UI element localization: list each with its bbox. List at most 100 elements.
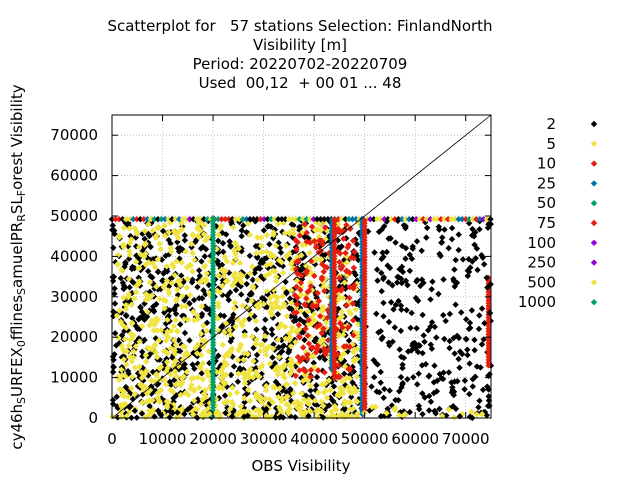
data-point-1716 bbox=[227, 331, 234, 339]
data-point-1589 bbox=[130, 354, 137, 361]
diagonal-reference-line bbox=[111, 114, 492, 419]
x-tick-label-4: 40000 bbox=[290, 430, 338, 448]
data-point-670 bbox=[279, 228, 286, 236]
data-point-2093 bbox=[343, 302, 350, 309]
data-point-2266 bbox=[483, 216, 491, 223]
data-point-2048 bbox=[309, 302, 316, 309]
data-point-1688 bbox=[338, 308, 345, 315]
data-point-1417 bbox=[200, 322, 207, 329]
data-point-955 bbox=[350, 368, 358, 375]
data-point-2142 bbox=[305, 316, 312, 324]
data-point-1278 bbox=[276, 385, 283, 392]
data-point-2192 bbox=[221, 216, 229, 223]
data-point-1670 bbox=[302, 262, 309, 269]
data-point-2246 bbox=[413, 216, 420, 223]
data-point-1029 bbox=[111, 330, 119, 337]
data-point-1201 bbox=[291, 380, 299, 387]
data-point-1947 bbox=[230, 272, 237, 279]
data-point-1600 bbox=[250, 357, 257, 365]
data-point-1344 bbox=[229, 259, 237, 267]
data-point-2182 bbox=[186, 216, 194, 223]
data-point-445 bbox=[441, 226, 448, 233]
legend-marker-3 bbox=[590, 180, 598, 187]
data-point-1035 bbox=[392, 301, 399, 309]
data-point-1925 bbox=[172, 381, 179, 388]
data-point-2751 bbox=[479, 254, 487, 261]
data-point-2183 bbox=[190, 216, 197, 223]
data-point-1803 bbox=[167, 386, 174, 394]
data-point-1972 bbox=[307, 382, 314, 389]
data-point-477 bbox=[111, 285, 118, 292]
data-point-2818 bbox=[319, 414, 327, 421]
data-point-1205 bbox=[153, 327, 161, 334]
data-point-2060 bbox=[321, 369, 328, 376]
data-point-1827 bbox=[219, 282, 226, 290]
data-point-1950 bbox=[317, 220, 324, 228]
data-point-241 bbox=[150, 255, 157, 263]
chart-title-line-1: Scatterplot for 57 stations Selection: F… bbox=[107, 17, 493, 35]
data-point-823 bbox=[380, 394, 387, 401]
data-point-2854 bbox=[298, 411, 306, 419]
data-point-879 bbox=[155, 268, 162, 275]
data-point-1351 bbox=[238, 278, 245, 286]
data-point-2695 bbox=[427, 296, 434, 303]
data-point-1505 bbox=[127, 236, 135, 243]
data-point-834 bbox=[122, 311, 130, 319]
data-point-1978 bbox=[178, 225, 185, 233]
data-point-2692 bbox=[395, 273, 402, 281]
data-point-1585 bbox=[266, 360, 274, 367]
data-point-2681 bbox=[389, 282, 396, 289]
data-point-1635 bbox=[232, 255, 240, 262]
data-point-2115 bbox=[349, 284, 357, 292]
data-point-2105 bbox=[315, 297, 323, 305]
legend-label-2: 10 bbox=[537, 155, 556, 173]
data-point-2161 bbox=[112, 216, 119, 223]
data-point-2129 bbox=[293, 309, 300, 316]
data-point-1355 bbox=[221, 358, 228, 366]
data-point-1614 bbox=[214, 315, 222, 322]
data-point-1094 bbox=[161, 309, 168, 316]
data-point-2620 bbox=[464, 351, 471, 359]
data-point-2235 bbox=[374, 216, 381, 223]
data-point-1948 bbox=[253, 336, 260, 343]
data-point-2228 bbox=[349, 216, 356, 223]
data-point-2141 bbox=[299, 354, 306, 362]
data-point-318 bbox=[219, 240, 227, 247]
data-point-380 bbox=[220, 248, 227, 256]
data-point-1338 bbox=[186, 292, 194, 299]
data-point-623 bbox=[272, 378, 280, 386]
data-point-170 bbox=[181, 237, 189, 244]
data-point-2174 bbox=[158, 216, 165, 223]
data-point-2144 bbox=[312, 244, 320, 251]
data-point-2030 bbox=[345, 324, 352, 331]
data-point-2624 bbox=[386, 387, 393, 394]
data-point-357 bbox=[240, 222, 247, 229]
data-point-683 bbox=[476, 397, 483, 404]
data-point-460 bbox=[126, 284, 133, 291]
data-point-1874 bbox=[236, 343, 244, 351]
data-point-1993 bbox=[274, 371, 281, 378]
data-point-1997 bbox=[203, 369, 211, 377]
data-point-2716 bbox=[375, 228, 383, 236]
data-point-1859 bbox=[246, 374, 253, 381]
data-point-268 bbox=[196, 272, 203, 280]
data-point-1893 bbox=[153, 371, 160, 379]
data-point-1561 bbox=[125, 293, 132, 301]
data-point-2814 bbox=[155, 407, 162, 414]
data-point-1395 bbox=[313, 255, 320, 262]
data-point-1482 bbox=[182, 389, 189, 397]
data-point-1199 bbox=[175, 362, 182, 370]
data-point-1594 bbox=[146, 293, 153, 300]
data-point-1937 bbox=[120, 356, 128, 363]
data-point-94 bbox=[435, 223, 442, 230]
data-point-1962 bbox=[257, 395, 264, 402]
data-point-1576 bbox=[323, 413, 331, 421]
data-point-1866 bbox=[170, 227, 178, 235]
data-point-626 bbox=[373, 310, 380, 317]
data-point-1747 bbox=[262, 395, 269, 403]
data-point-2107 bbox=[349, 237, 357, 244]
data-point-1103 bbox=[122, 302, 130, 309]
data-point-2827 bbox=[338, 410, 346, 417]
data-point-1830 bbox=[220, 363, 227, 370]
data-point-1192 bbox=[258, 249, 265, 256]
